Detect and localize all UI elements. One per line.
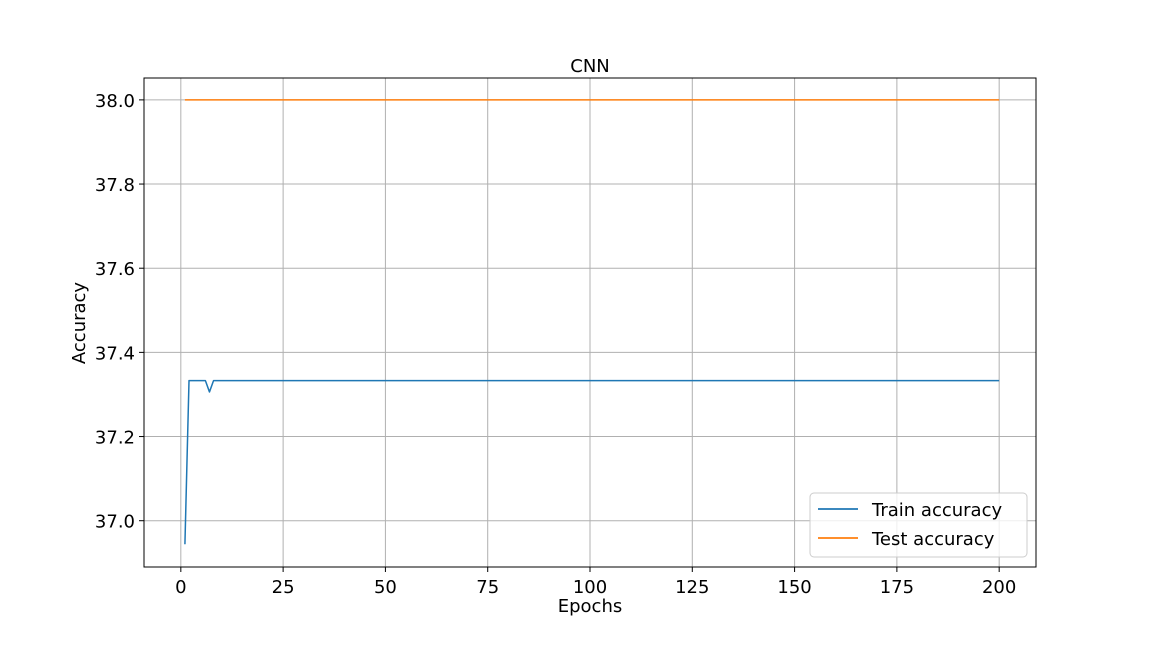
x-axis: 0 25 50 75 100 125 150 175 200 — [175, 567, 1016, 598]
x-tick-label: 0 — [175, 577, 186, 598]
x-tick-label: 50 — [374, 577, 397, 598]
legend-label-train: Train accuracy — [871, 500, 1002, 521]
train-accuracy-line — [184, 379, 1000, 545]
y-axis: 37.0 37.2 37.4 37.6 37.8 38.0 — [95, 91, 144, 533]
x-tick-label: 175 — [880, 577, 914, 598]
x-tick-label: 25 — [272, 577, 295, 598]
y-tick-label: 38.0 — [95, 91, 135, 112]
x-axis-label: Epochs — [558, 596, 623, 617]
y-axis-label: Accuracy — [69, 282, 90, 365]
x-tick-label: 75 — [476, 577, 499, 598]
chart-title: CNN — [570, 56, 610, 77]
y-tick-label: 37.2 — [95, 428, 135, 449]
legend-label-test: Test accuracy — [871, 529, 995, 550]
y-tick-label: 37.8 — [95, 175, 135, 196]
y-tick-label: 37.6 — [95, 259, 135, 280]
y-tick-label: 37.0 — [95, 512, 135, 533]
legend: Train accuracy Test accuracy — [809, 492, 1028, 558]
x-tick-label: 150 — [777, 577, 811, 598]
x-tick-label: 100 — [573, 577, 607, 598]
legend-box — [809, 492, 1028, 558]
x-tick-label: 125 — [675, 577, 709, 598]
series-layer — [184, 99, 1000, 545]
y-tick-label: 37.4 — [95, 343, 135, 364]
x-tick-label: 200 — [982, 577, 1016, 598]
